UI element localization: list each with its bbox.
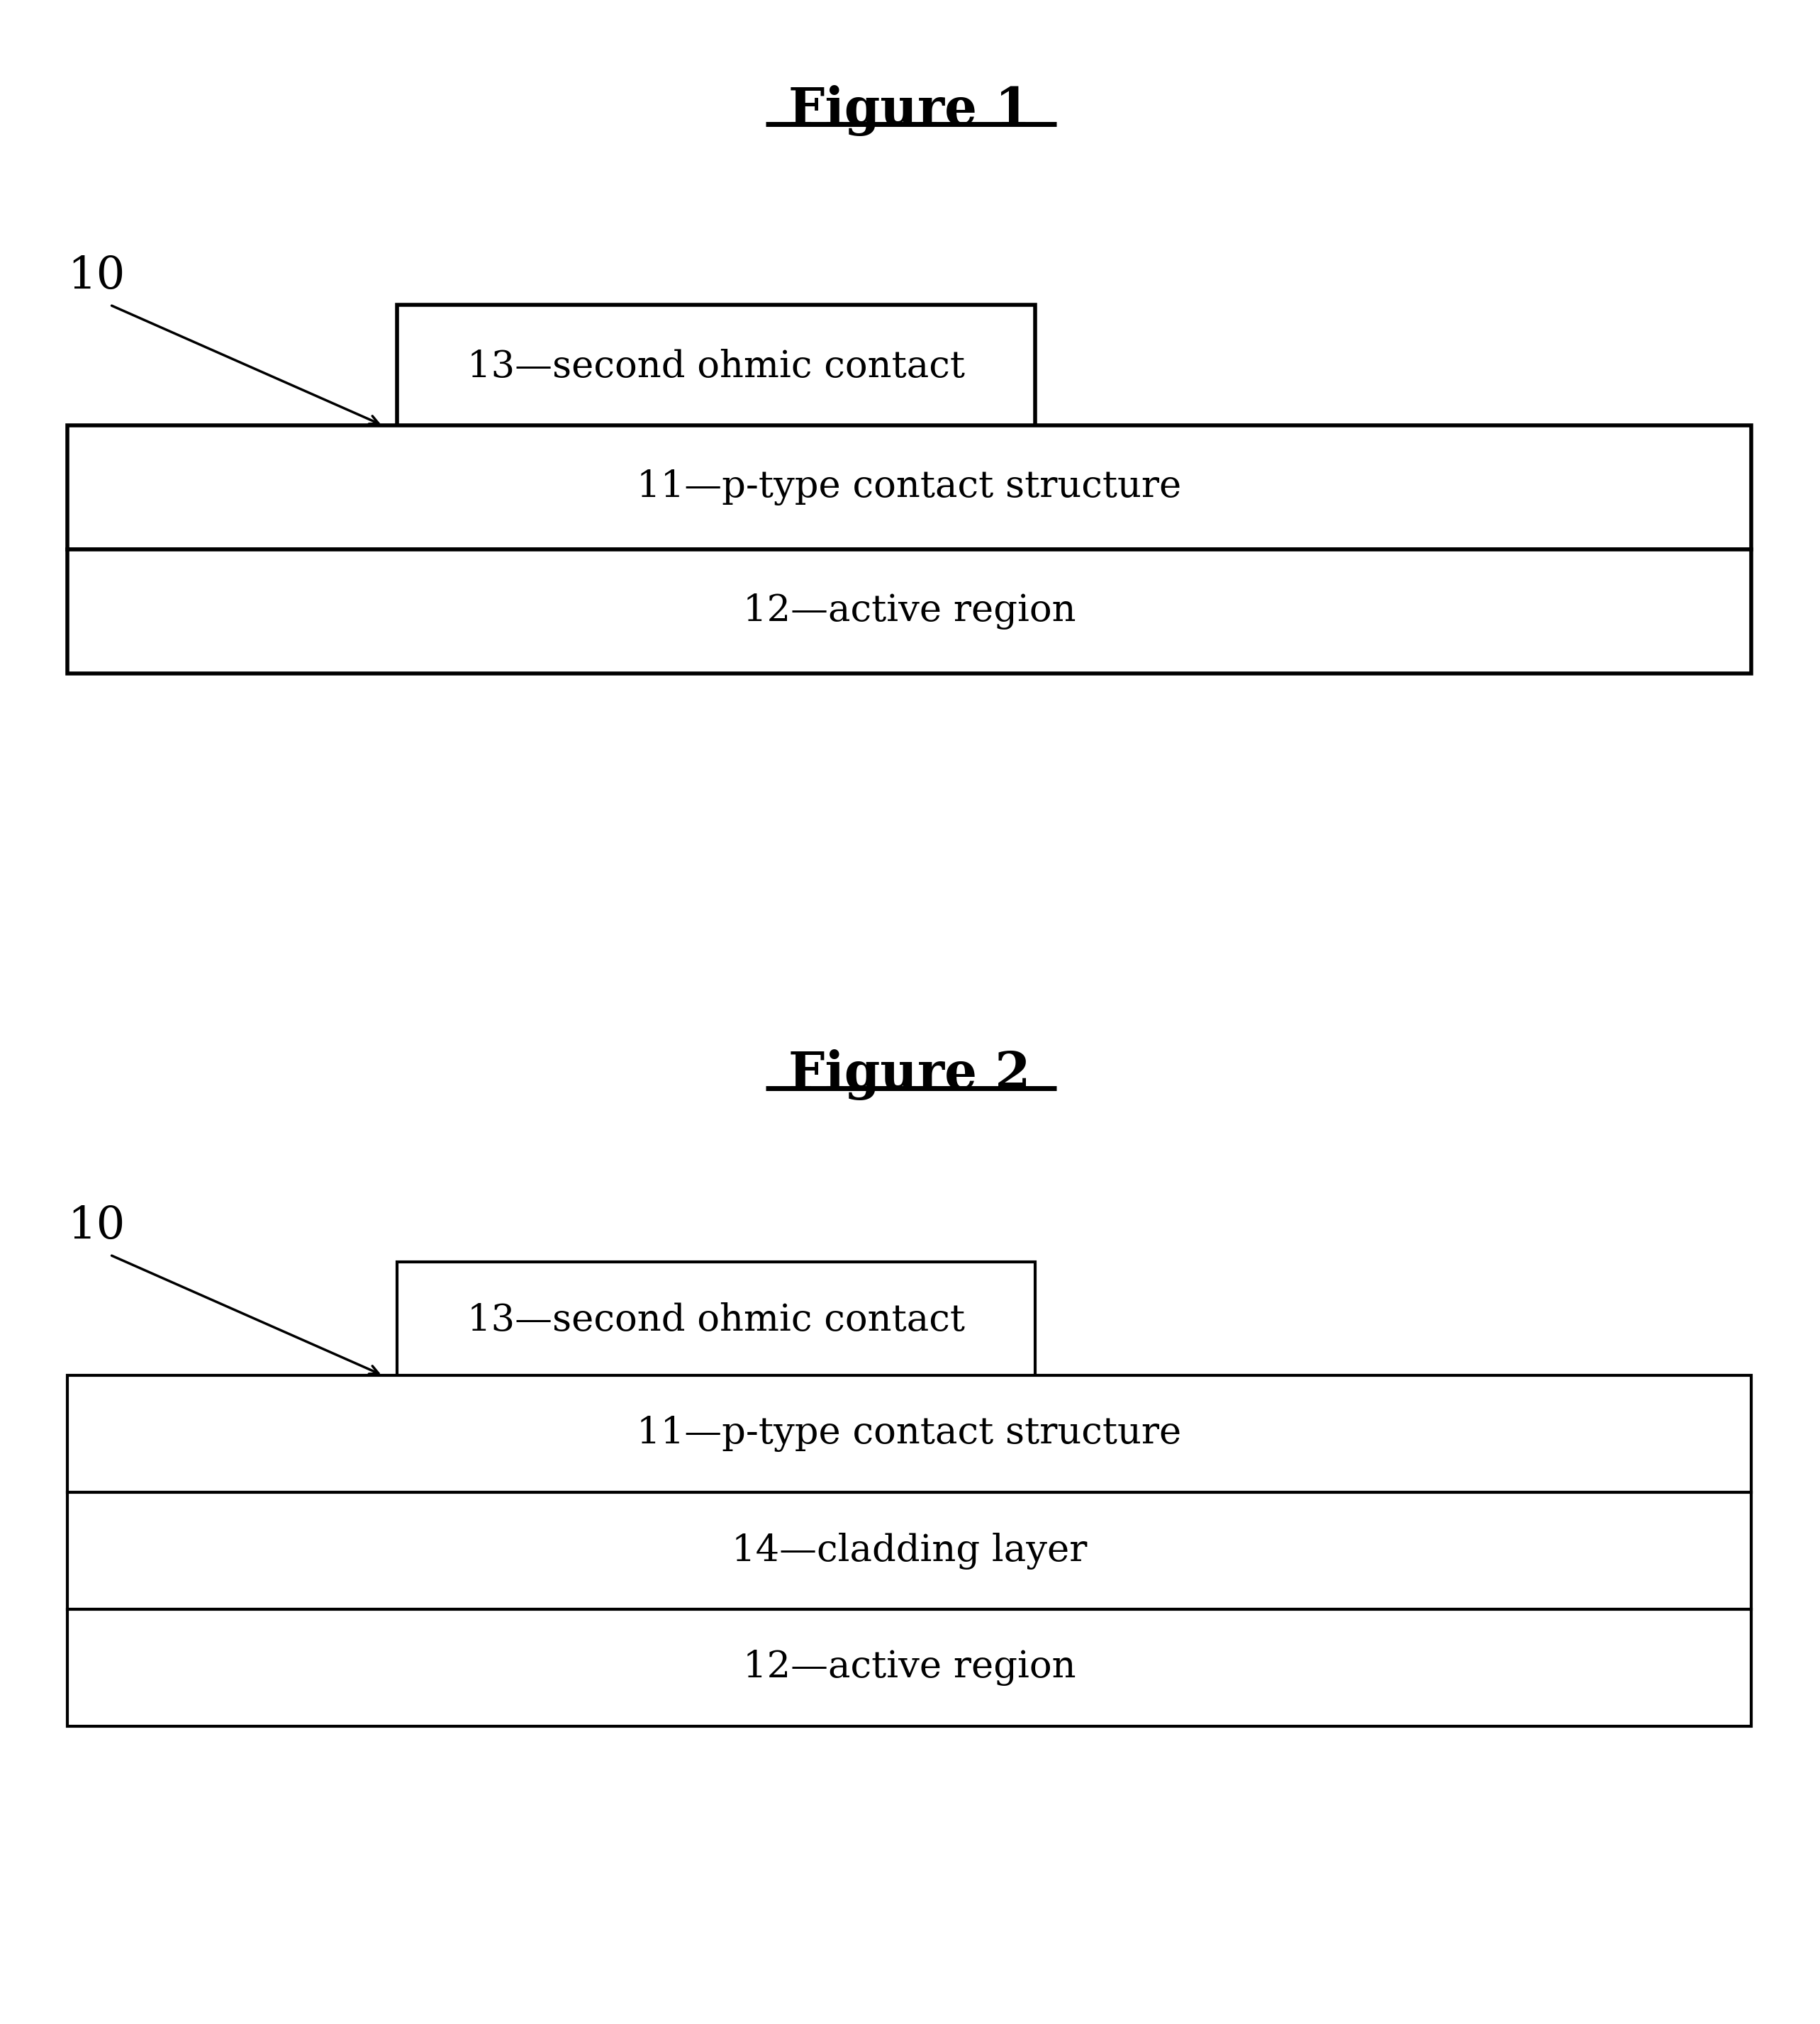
Bar: [67, 549, 1751, 674]
Text: 11—p-type contact structure: 11—p-type contact structure: [637, 470, 1181, 506]
Bar: [397, 306, 1036, 429]
Bar: [67, 1376, 1751, 1492]
Bar: [67, 1492, 1751, 1609]
Text: Figure 1: Figure 1: [788, 85, 1030, 136]
Text: 10: 10: [67, 1204, 126, 1249]
Text: Figure 2: Figure 2: [788, 1048, 1030, 1101]
Text: 12—active region: 12—active region: [743, 593, 1076, 629]
Text: 12—active region: 12—active region: [743, 1650, 1076, 1686]
Bar: [67, 1609, 1751, 1726]
Bar: [67, 425, 1751, 549]
Text: 13—second ohmic contact: 13—second ohmic contact: [468, 348, 965, 385]
Text: 14—cladding layer: 14—cladding layer: [732, 1532, 1087, 1569]
Text: 13—second ohmic contact: 13—second ohmic contact: [468, 1301, 965, 1338]
Text: 11—p-type contact structure: 11—p-type contact structure: [637, 1415, 1181, 1451]
Bar: [397, 1261, 1036, 1378]
Text: 10: 10: [67, 255, 126, 298]
